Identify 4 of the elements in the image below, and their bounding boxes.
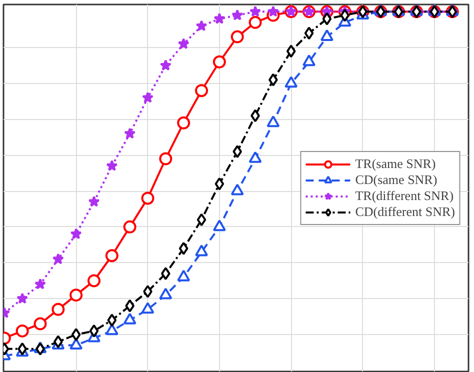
- legend-label: TR(different SNR): [355, 188, 454, 204]
- legend-label: TR(same SNR): [355, 156, 436, 172]
- legend-label: CD(same SNR): [355, 172, 438, 188]
- legend-label: CD(different SNR): [355, 204, 455, 220]
